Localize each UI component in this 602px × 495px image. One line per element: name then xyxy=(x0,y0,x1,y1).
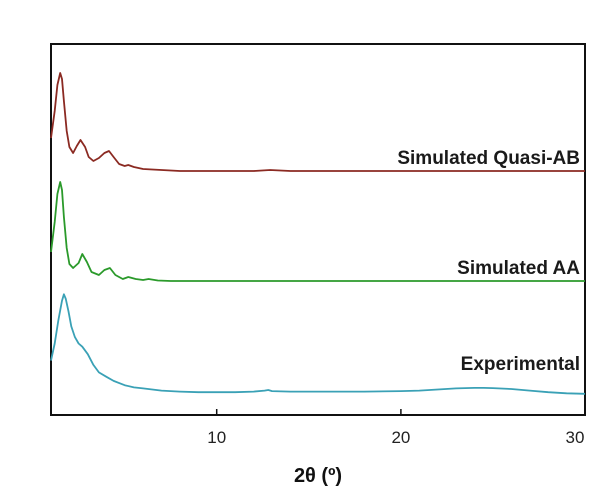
x-tick-label-20: 20 xyxy=(391,428,410,447)
series-label-layer: Simulated Quasi-AB Simulated AA Experiment… xyxy=(397,148,580,375)
series-label-experimental: Experimental xyxy=(461,354,580,375)
series-layer xyxy=(50,72,586,395)
x-tick-label-30: 30 xyxy=(566,428,585,447)
x-axis-title: 2θ (º) xyxy=(294,465,342,487)
plot-frame xyxy=(50,43,586,416)
x-tick-label-10: 10 xyxy=(207,428,226,447)
series-line-experimental xyxy=(50,293,586,395)
series-line-simulated-aa xyxy=(50,181,585,282)
x-tick-layer: 10 20 30 xyxy=(207,409,586,447)
series-label-simulated-aa: Simulated AA xyxy=(457,258,580,279)
series-line-simulated-quasi-ab xyxy=(50,72,585,172)
series-label-simulated-quasi-ab: Simulated Quasi-AB xyxy=(397,148,580,169)
